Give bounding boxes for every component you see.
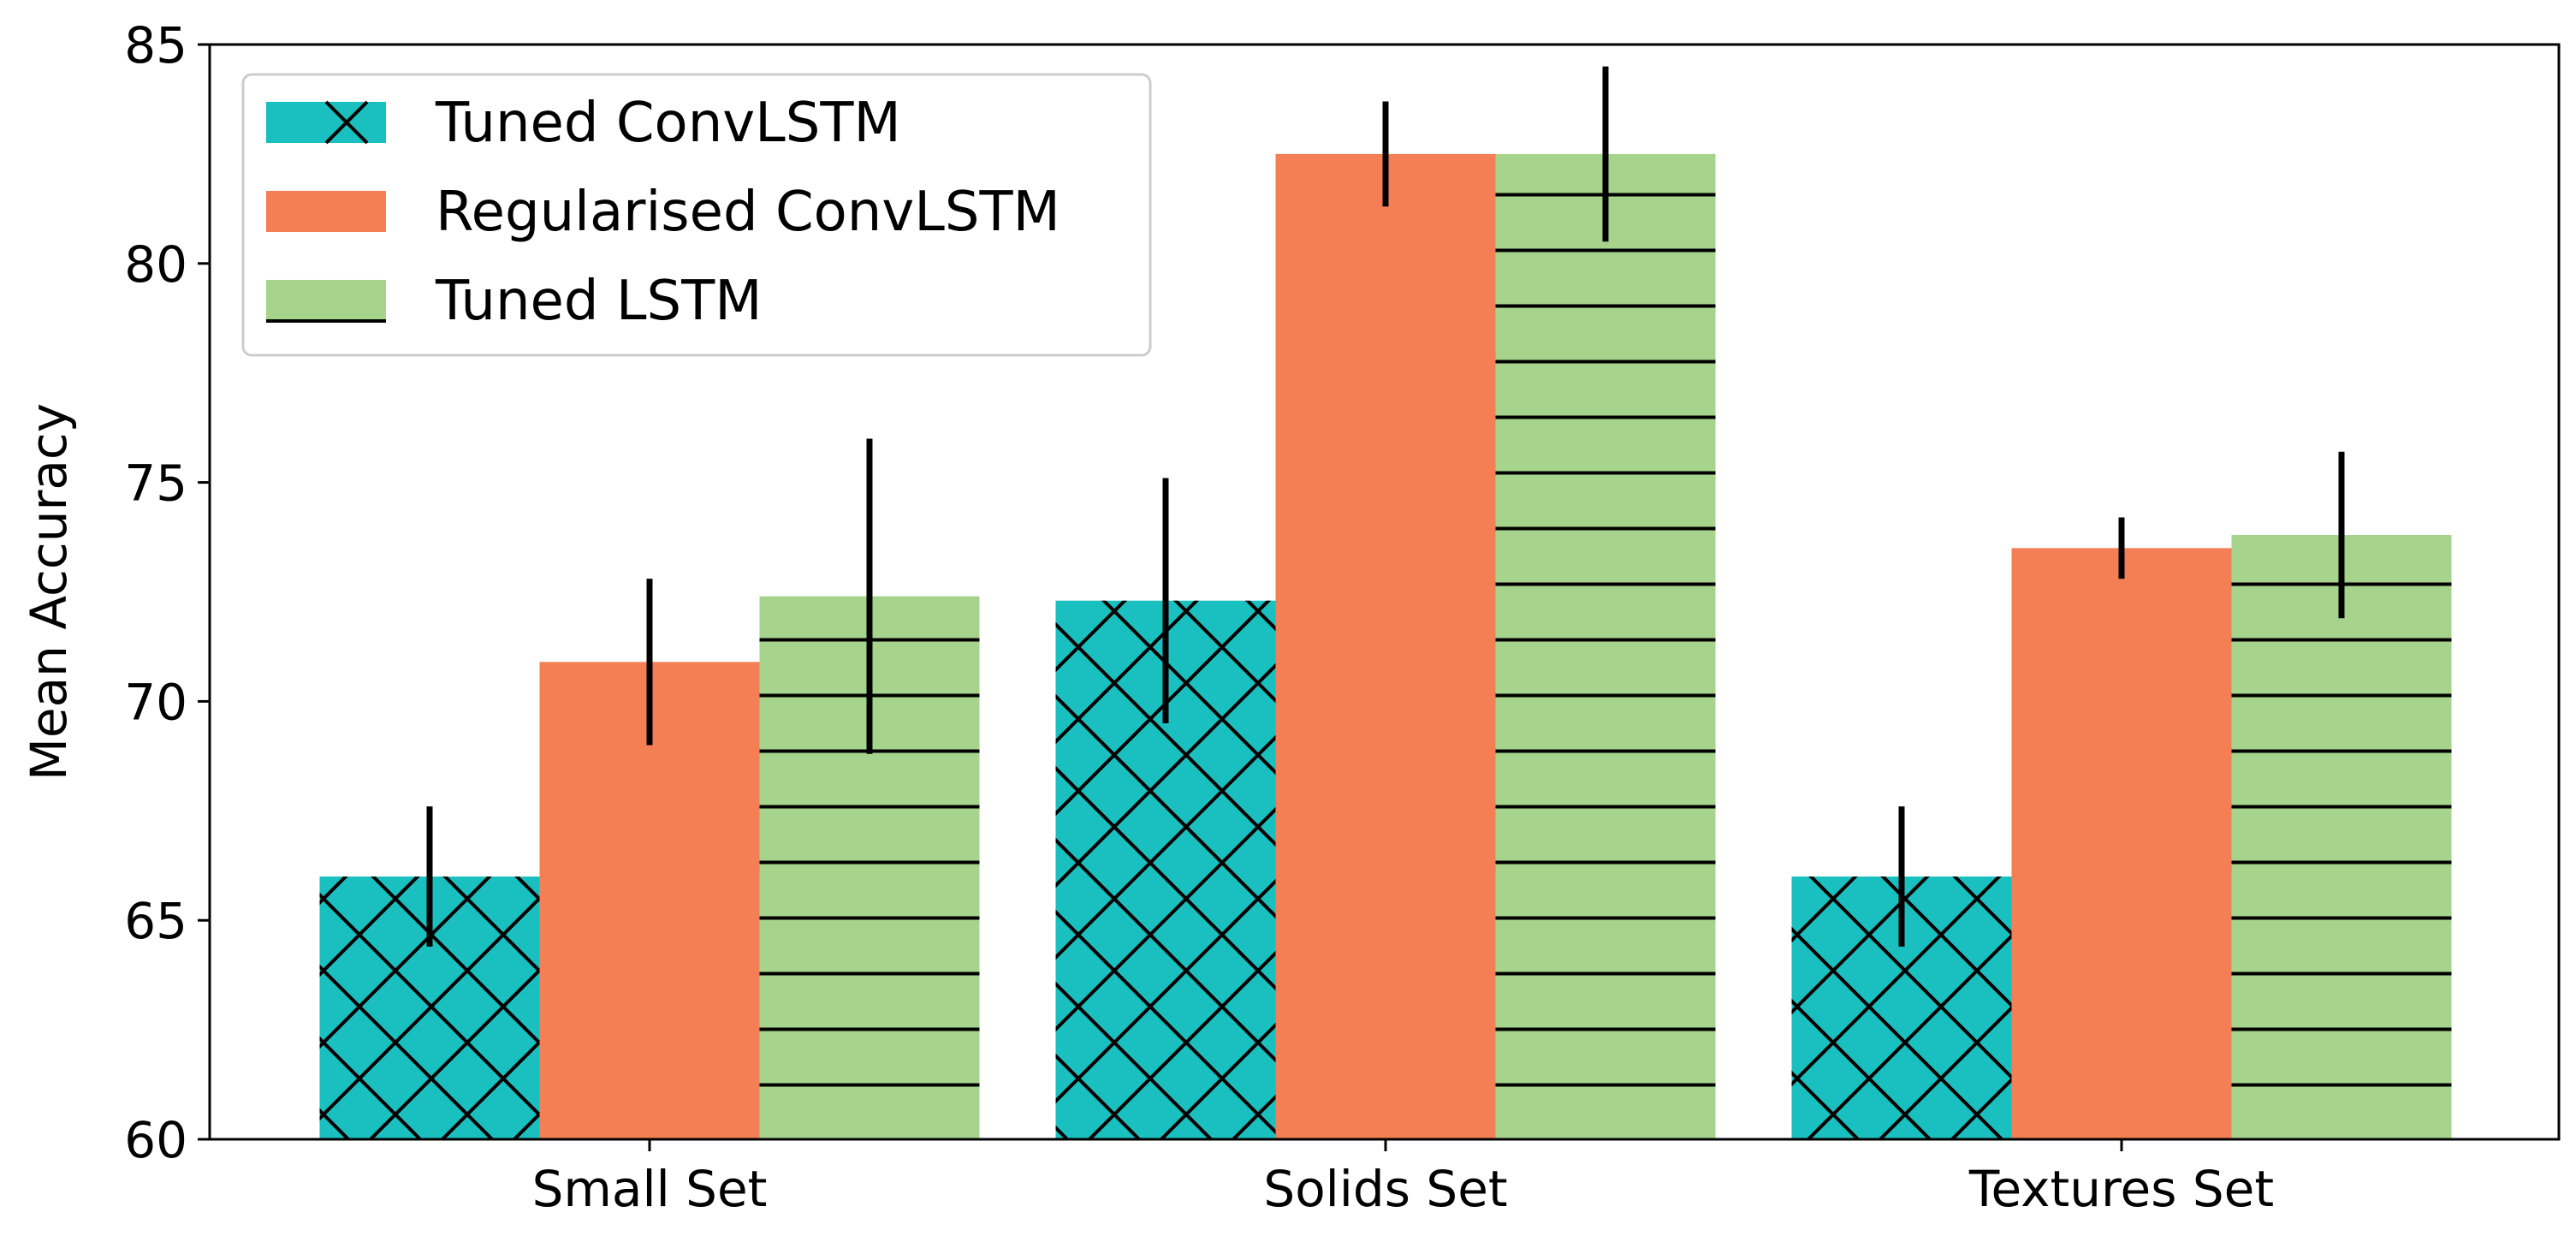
legend-swatch-1	[266, 191, 386, 232]
bar-1-2	[2011, 548, 2232, 1139]
y-tick-label: 60	[124, 1111, 187, 1169]
legend-swatch-0	[266, 102, 386, 143]
legend-label-1: Regularised ConvLSTM	[436, 181, 1060, 244]
x-tick-label: Small Set	[532, 1160, 768, 1218]
y-tick-label: 80	[124, 235, 187, 294]
legend-swatch-2	[266, 280, 386, 321]
bar-hatch-2-1	[1495, 153, 1716, 1139]
y-tick-label: 85	[124, 16, 187, 74]
bar-1-1	[1275, 153, 1496, 1139]
y-tick-label: 65	[124, 892, 187, 950]
y-tick-label: 75	[124, 455, 187, 513]
legend-box	[241, 73, 1152, 357]
bar-hatch-2-2	[2231, 534, 2452, 1139]
y-tick-label: 70	[124, 673, 187, 731]
x-tick-label: Solids Set	[1263, 1160, 1507, 1218]
legend-hatch-0	[324, 100, 369, 145]
y-axis-label: Mean Accuracy	[20, 403, 78, 781]
legend-label-0: Tuned ConvLSTM	[435, 92, 901, 155]
legend-label-2: Tuned LSTM	[435, 270, 762, 333]
x-tick-label: Textures Set	[1968, 1160, 2274, 1218]
